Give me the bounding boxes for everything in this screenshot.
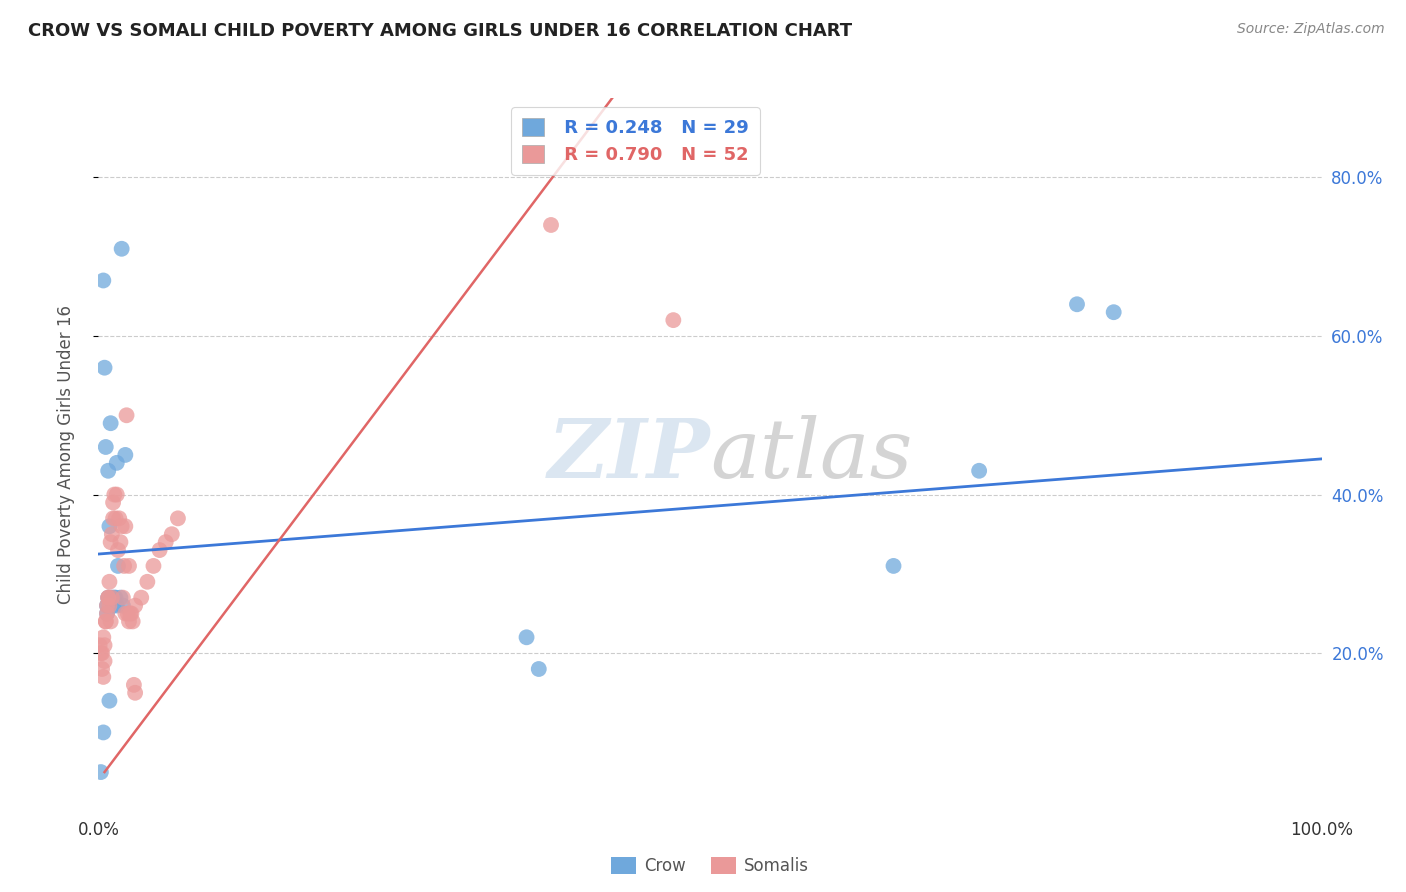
Point (124, 599, 146, 613)
Text: Source: ZipAtlas.com: Source: ZipAtlas.com (1237, 22, 1385, 37)
Point (98, 694, 121, 708)
Point (101, 527, 124, 541)
Point (97, 591, 120, 605)
Point (96, 607, 118, 621)
Point (94, 615, 117, 629)
Point (101, 599, 124, 613)
Point (107, 558, 129, 573)
Point (89, 638, 111, 652)
Point (101, 495, 124, 509)
Point (105, 599, 128, 613)
Point (118, 558, 141, 573)
Point (105, 456, 128, 470)
Point (129, 591, 152, 605)
Point (883, 558, 905, 573)
Point (94, 440, 117, 454)
Point (97, 591, 120, 605)
Point (91, 630, 114, 644)
Point (515, 630, 537, 644)
Point (96, 599, 118, 613)
Point (122, 678, 145, 692)
Point (124, 686, 146, 700)
Point (120, 607, 142, 621)
Point (91, 273, 114, 287)
Point (120, 607, 142, 621)
Point (93, 360, 115, 375)
Point (108, 511, 131, 525)
Point (104, 511, 127, 525)
Point (155, 535, 177, 549)
Point (103, 487, 125, 501)
Point (167, 511, 190, 525)
Point (90, 646, 112, 660)
Point (160, 527, 183, 541)
Point (101, 591, 124, 605)
Point (1066, 297, 1088, 311)
Point (111, 599, 134, 613)
Point (91, 725, 114, 739)
Point (96, 607, 118, 621)
Point (96, 599, 118, 613)
Point (98, 599, 121, 613)
Point (142, 558, 165, 573)
Point (117, 607, 139, 621)
Point (1102, 305, 1125, 319)
Point (103, 591, 125, 605)
Point (100, 416, 122, 430)
Point (527, 662, 550, 676)
Point (112, 558, 135, 573)
Text: ZIP: ZIP (547, 415, 710, 495)
Point (114, 448, 136, 462)
Text: atlas: atlas (710, 415, 912, 495)
Point (98, 519, 121, 533)
Point (967, 464, 990, 478)
Point (94, 615, 117, 629)
Point (111, 591, 134, 605)
Point (149, 543, 172, 558)
Point (91, 670, 114, 684)
Point (111, 519, 134, 533)
Point (93, 638, 115, 652)
Point (91, 662, 114, 676)
Point (90, 765, 112, 780)
Point (105, 487, 128, 501)
Point (107, 543, 129, 558)
Point (118, 615, 141, 629)
Point (91, 646, 114, 660)
Point (136, 574, 159, 589)
Point (97, 464, 120, 478)
Point (100, 535, 122, 549)
Point (101, 591, 124, 605)
Point (121, 615, 143, 629)
Point (100, 615, 122, 629)
Y-axis label: Child Poverty Among Girls Under 16: Child Poverty Among Girls Under 16 (56, 305, 75, 605)
Legend: Crow, Somalis: Crow, Somalis (605, 850, 815, 882)
Point (110, 591, 132, 605)
Point (93, 654, 115, 668)
Point (540, 218, 562, 232)
Point (662, 313, 685, 327)
Point (111, 242, 134, 256)
Point (104, 591, 127, 605)
Point (101, 511, 124, 525)
Point (97, 591, 120, 605)
Text: CROW VS SOMALI CHILD POVERTY AMONG GIRLS UNDER 16 CORRELATION CHART: CROW VS SOMALI CHILD POVERTY AMONG GIRLS… (28, 22, 852, 40)
Point (98, 574, 121, 589)
Point (115, 409, 138, 423)
Point (114, 519, 136, 533)
Point (114, 607, 136, 621)
Point (110, 535, 132, 549)
